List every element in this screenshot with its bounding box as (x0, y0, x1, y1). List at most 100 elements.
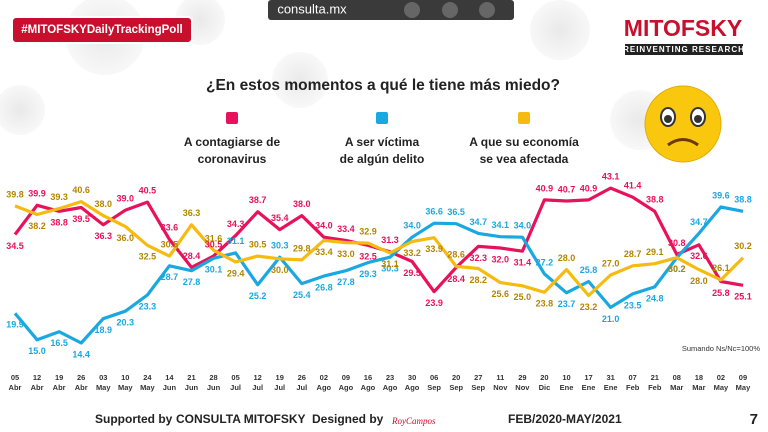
data-label: 27.8 (337, 277, 355, 287)
data-label: 19.9 (6, 320, 24, 330)
data-label: 31.1 (227, 236, 245, 246)
data-label: 40.9 (580, 183, 598, 193)
footer-designer: RoyCampos (391, 416, 436, 426)
site[interactable]: consulta.mx (277, 1, 347, 16)
x-tick-label: 27 Sep (471, 373, 485, 392)
data-label: 41.4 (624, 181, 642, 191)
data-label: 40.9 (536, 183, 554, 193)
data-label: 39.0 (117, 194, 135, 204)
data-label: 28.4 (183, 251, 201, 261)
data-label: 25.6 (492, 289, 510, 299)
x-tick-label: 18 Mar (692, 373, 705, 392)
data-label: 26.1 (712, 263, 730, 273)
x-tick-label: 02 May (714, 373, 729, 392)
data-label: 39.5 (72, 214, 90, 224)
data-label: 23.7 (558, 299, 576, 309)
data-label: 29.3 (359, 269, 377, 279)
data-label: 36.3 (94, 231, 112, 241)
footer-designed: Designed by (312, 412, 384, 426)
x-tick-label: 30 Ago (405, 373, 420, 392)
x-tick-label: 16 Ago (361, 373, 376, 392)
data-label: 34.0 (514, 221, 532, 231)
data-label: 33.2 (403, 248, 421, 258)
data-label: 28.0 (558, 253, 576, 263)
data-label: 14.4 (72, 349, 90, 359)
data-label: 30.0 (271, 265, 289, 275)
series-line (14, 200, 745, 298)
data-label: 16.5 (50, 338, 68, 348)
x-tick-label: 09 May (736, 373, 751, 392)
x-tick-label: 12 Abr (31, 373, 44, 392)
data-label: 32.3 (469, 253, 487, 263)
data-label: 36.6 (425, 207, 443, 217)
data-label: 23.9 (425, 298, 443, 308)
footer-supported: Supported by (95, 412, 173, 426)
data-label: 30.3 (271, 241, 289, 251)
data-label: 38.0 (94, 199, 112, 209)
data-label: 26.8 (315, 282, 333, 292)
data-label: 20.3 (117, 318, 135, 328)
facebook-icon[interactable] (442, 2, 458, 18)
data-label: 25.2 (249, 291, 267, 301)
data-label: 28.0 (690, 276, 708, 286)
data-label: 38.0 (293, 199, 311, 209)
hashtag: #MITOFSKYDailyTrackingPoll (21, 24, 182, 36)
worried-face (644, 85, 722, 163)
data-label: 40.6 (72, 185, 90, 195)
data-label: 29.1 (646, 247, 664, 257)
data-label: 18.9 (94, 325, 112, 335)
data-label: 34.5 (6, 241, 24, 251)
x-tick-label: 11 Nov (493, 373, 508, 392)
legend-label: A contagiarse de coronavirus (184, 135, 281, 166)
page-number: 7 (750, 411, 758, 428)
data-label: 25.8 (580, 265, 598, 275)
data-label: 30.5 (161, 239, 179, 249)
twitter-icon[interactable] (404, 2, 420, 18)
data-label: 23.8 (536, 299, 554, 309)
legend-swatch (376, 112, 388, 124)
youtube-icon[interactable] (479, 2, 495, 18)
data-label: 29.8 (293, 243, 311, 253)
data-label: 36.5 (447, 207, 465, 217)
x-tick-label: 23 Ago (383, 373, 398, 392)
legend-swatch (226, 112, 238, 124)
data-label: 34.7 (690, 217, 708, 227)
data-label: 28.7 (161, 272, 179, 282)
data-label: 15.0 (28, 346, 46, 356)
data-label: 39.3 (50, 192, 68, 202)
x-tick-label: 20 Dic (539, 373, 551, 392)
data-label: 33.0 (337, 249, 355, 259)
x-tick-label: 06 Sep (427, 373, 441, 392)
x-tick-label: 10 May (118, 373, 133, 392)
x-tick-label: 12 Jul (252, 373, 263, 392)
data-label: 31.6 (205, 234, 223, 244)
data-label: 43.1 (602, 171, 620, 181)
data-label: 25.8 (712, 288, 730, 298)
x-tick-label: 19 Abr (53, 373, 66, 392)
data-label: 28.7 (624, 249, 642, 259)
data-label: 33.9 (425, 244, 443, 254)
data-label: 25.1 (734, 292, 752, 302)
data-label: 27.2 (536, 257, 554, 267)
x-tick-label: 09 Ago (339, 373, 354, 392)
data-label: 28.4 (447, 274, 465, 284)
x-tick-label: 29 Nov (515, 373, 530, 392)
data-label: 30.8 (668, 238, 686, 248)
data-label: 31.4 (514, 258, 532, 268)
data-label: 30.3 (381, 264, 399, 274)
footer-sponsor: CONSULTA MITOFSKY (176, 412, 306, 426)
data-label: 32.5 (359, 252, 377, 262)
data-label: 27.0 (602, 258, 620, 268)
data-label: 28.6 (447, 250, 465, 260)
data-label: 33.4 (337, 224, 355, 234)
data-label: 38.8 (646, 195, 664, 205)
data-label: 33.6 (161, 223, 179, 233)
data-label: 29.4 (227, 268, 245, 278)
data-label: 32.9 (359, 227, 377, 237)
x-tick-label: 14 Jun (163, 373, 177, 392)
data-label: 34.0 (403, 221, 421, 231)
x-tick-label: 19 Jul (274, 373, 285, 392)
data-label: 38.7 (249, 195, 267, 205)
data-label: 30.2 (734, 241, 752, 251)
